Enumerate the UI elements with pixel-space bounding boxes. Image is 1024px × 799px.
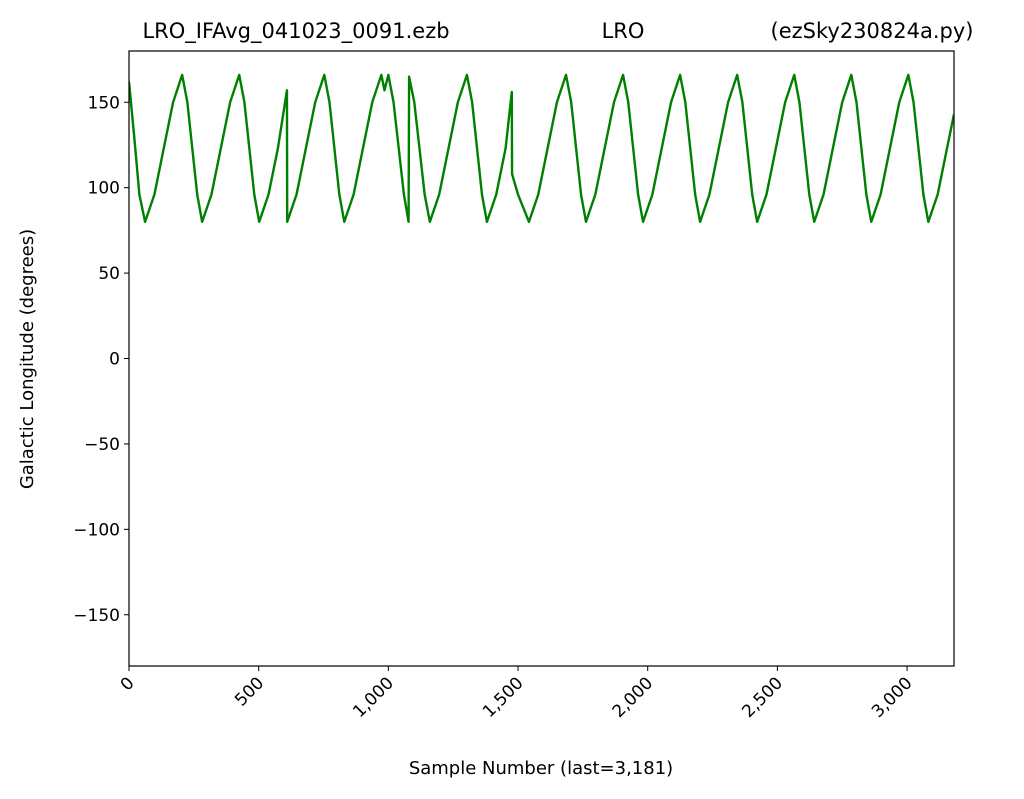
x-tick-label: 1,500 (479, 673, 528, 722)
title-center: LRO (602, 19, 645, 43)
y-axis-label: Galactic Longitude (degrees) (17, 229, 38, 489)
title-left: LRO_IFAvg_041023_0091.ezb (142, 19, 449, 44)
data-line (129, 73, 954, 224)
y-tick-label: 100 (88, 179, 120, 199)
x-tick-label: 2,500 (738, 673, 787, 722)
y-tick-label: −150 (73, 606, 120, 626)
y-tick-label: 150 (88, 93, 120, 113)
y-tick-label: 50 (98, 264, 120, 284)
y-tick-label: −100 (73, 520, 120, 540)
x-tick-label: 500 (231, 673, 268, 710)
x-tick-label: 0 (117, 673, 139, 695)
y-tick-label: −50 (84, 435, 120, 455)
plot-frame (128, 50, 955, 667)
y-tick-label: 0 (109, 350, 120, 370)
title-right: (ezSky230824a.py) (771, 19, 974, 43)
x-tick-label: 2,000 (609, 673, 658, 722)
x-tick-label: 3,000 (868, 673, 917, 722)
x-tick-label: 1,000 (349, 673, 398, 722)
x-axis-label: Sample Number (last=3,181) (409, 758, 673, 779)
